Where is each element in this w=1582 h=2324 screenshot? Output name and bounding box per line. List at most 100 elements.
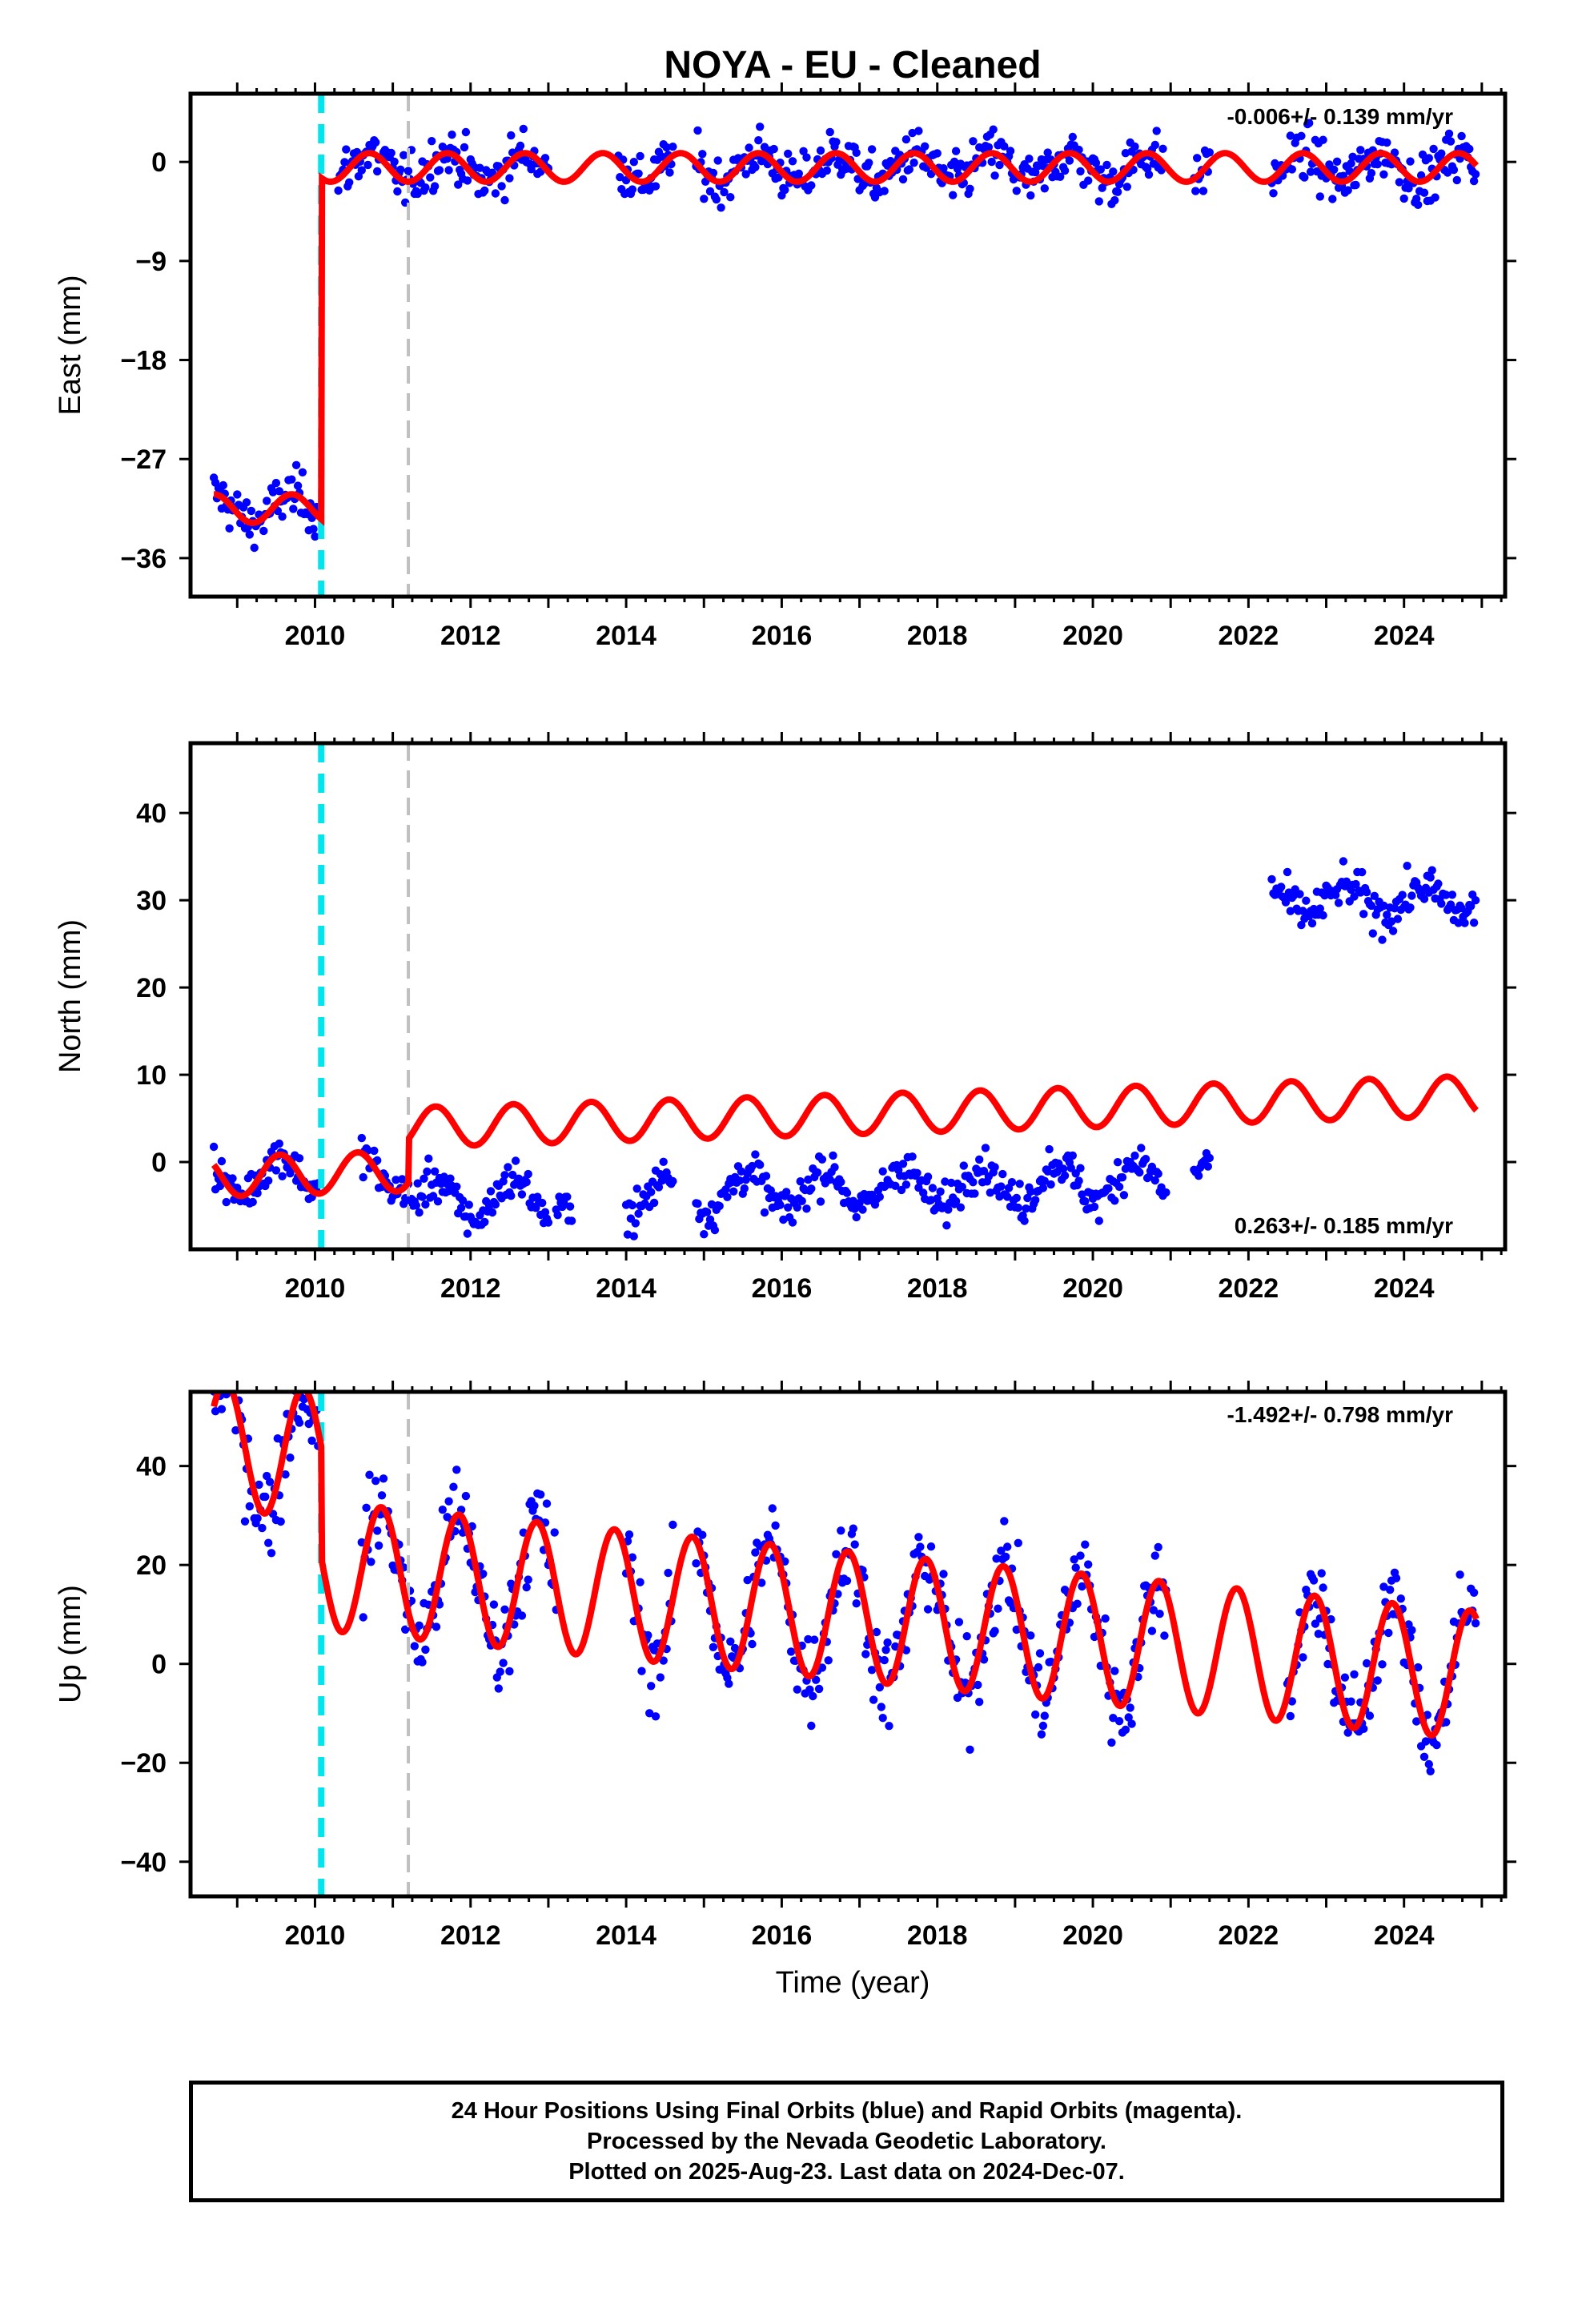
data-point [1058, 1164, 1068, 1173]
data-point [1034, 1663, 1043, 1672]
data-point [242, 498, 251, 507]
data-point [1073, 1599, 1082, 1608]
data-point [363, 160, 372, 170]
data-point [432, 1622, 441, 1631]
data-point [745, 143, 753, 152]
data-point [209, 1142, 219, 1152]
data-point [415, 1208, 424, 1217]
data-point [1358, 867, 1367, 877]
data-point [371, 138, 380, 147]
x-tick-label: 2014 [596, 1920, 656, 1951]
data-point [881, 1646, 890, 1655]
data-point [1471, 1618, 1480, 1628]
data-point [458, 1196, 468, 1205]
data-point [1286, 907, 1295, 915]
data-point [751, 163, 760, 171]
data-point [1066, 1164, 1076, 1172]
data-point [271, 1166, 281, 1175]
data-point [756, 123, 765, 131]
data-point [954, 1618, 964, 1626]
y-tick-label: −27 [120, 444, 167, 475]
data-point [923, 1172, 933, 1181]
data-point [898, 1160, 908, 1168]
data-point [760, 1208, 769, 1217]
data-point [990, 171, 999, 180]
data-point [1460, 919, 1469, 927]
north-points [209, 857, 1480, 1240]
data-point [1126, 1703, 1134, 1712]
data-point [223, 1355, 231, 1363]
data-point [281, 1470, 290, 1479]
data-point [1043, 1167, 1052, 1176]
y-tick-label: 0 [151, 1148, 167, 1178]
data-point [1442, 1718, 1451, 1727]
data-point [1469, 176, 1479, 186]
data-point [885, 1722, 893, 1731]
data-point [947, 1178, 956, 1188]
data-point [1443, 168, 1452, 177]
data-point [1043, 148, 1052, 157]
data-point [1150, 1176, 1160, 1185]
data-point [647, 1188, 656, 1196]
data-point [1343, 186, 1352, 195]
data-point [1060, 166, 1070, 175]
data-point [500, 195, 509, 205]
data-point [1040, 184, 1050, 193]
data-point [1038, 1184, 1048, 1192]
data-point [631, 1219, 640, 1228]
data-point [813, 1168, 822, 1177]
data-point [250, 543, 259, 553]
data-point [1299, 1653, 1307, 1662]
data-point [225, 524, 234, 533]
data-point [499, 1177, 508, 1186]
data-point [287, 475, 296, 484]
data-point [1012, 1193, 1022, 1203]
data-point [1386, 1586, 1395, 1594]
x-tick-label: 2024 [1374, 621, 1435, 651]
data-point [1040, 1711, 1050, 1720]
data-point [966, 1745, 974, 1754]
data-point [418, 1658, 427, 1667]
y-tick-label: −40 [120, 1848, 167, 1878]
data-point [748, 1639, 757, 1649]
data-point [1101, 1614, 1110, 1623]
data-point [872, 1627, 881, 1637]
data-point [797, 1196, 806, 1206]
data-point [757, 1578, 766, 1587]
data-point [362, 1503, 371, 1513]
data-point [850, 1540, 859, 1549]
data-point [794, 169, 803, 178]
data-point [1396, 1594, 1406, 1603]
data-point [448, 131, 456, 139]
data-point [1023, 1193, 1032, 1203]
data-point [776, 1200, 785, 1209]
data-point [814, 1684, 824, 1694]
data-point [444, 1497, 453, 1506]
data-point [540, 1208, 550, 1216]
data-point [1150, 140, 1160, 150]
data-point [505, 1667, 514, 1676]
data-point [665, 168, 674, 177]
data-point [1068, 1151, 1078, 1160]
data-point [1110, 195, 1119, 205]
data-point [219, 480, 227, 490]
data-point [1309, 1576, 1319, 1585]
data-point [219, 1373, 227, 1381]
data-point [829, 1151, 837, 1160]
data-point [1426, 873, 1435, 882]
data-point [1109, 1714, 1118, 1723]
data-point [342, 145, 351, 154]
x-tick-label: 2022 [1219, 1273, 1279, 1304]
data-point [1429, 144, 1438, 154]
data-point [1193, 154, 1202, 163]
data-point [1122, 183, 1132, 191]
data-point [1147, 1626, 1157, 1635]
data-point [939, 1570, 948, 1578]
data-point [698, 1530, 707, 1539]
data-point [1191, 187, 1200, 195]
data-point [480, 1217, 489, 1227]
data-point [878, 1714, 887, 1723]
up-model-curve [211, 1392, 1480, 1739]
data-point [852, 148, 861, 157]
data-point [1026, 1631, 1035, 1640]
